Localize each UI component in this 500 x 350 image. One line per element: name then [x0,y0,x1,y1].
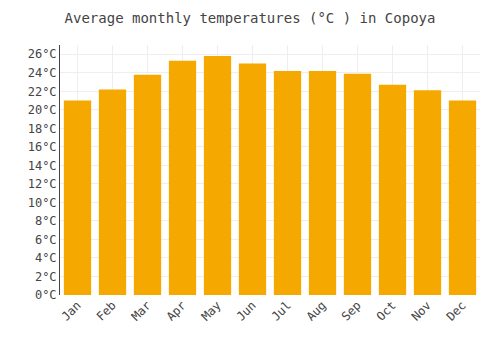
svg-text:20°C: 20°C [28,103,57,117]
svg-text:May: May [199,298,224,323]
svg-text:2°C: 2°C [35,270,57,284]
svg-text:Aug: Aug [304,298,329,323]
svg-text:Jan: Jan [59,298,84,323]
svg-text:14°C: 14°C [28,159,57,173]
svg-text:12°C: 12°C [28,177,57,191]
svg-text:8°C: 8°C [35,214,57,228]
svg-text:18°C: 18°C [28,122,57,136]
svg-text:24°C: 24°C [28,66,57,80]
svg-text:Average monthly temperatures (: Average monthly temperatures (°C ) in Co… [65,10,436,26]
svg-text:22°C: 22°C [28,85,57,99]
svg-text:Oct: Oct [374,298,399,323]
svg-text:Sep: Sep [339,298,364,323]
svg-text:Nov: Nov [409,298,434,323]
svg-text:Jun: Jun [234,298,259,323]
svg-text:26°C: 26°C [28,47,57,61]
svg-text:10°C: 10°C [28,196,57,210]
svg-text:Dec: Dec [444,298,469,323]
svg-text:Feb: Feb [94,298,119,323]
svg-text:Mar: Mar [129,298,154,323]
svg-text:4°C: 4°C [35,251,57,265]
svg-text:Apr: Apr [164,298,189,323]
svg-text:Jul: Jul [269,298,294,323]
svg-text:6°C: 6°C [35,233,57,247]
svg-text:0°C: 0°C [35,288,57,302]
svg-text:16°C: 16°C [28,140,57,154]
